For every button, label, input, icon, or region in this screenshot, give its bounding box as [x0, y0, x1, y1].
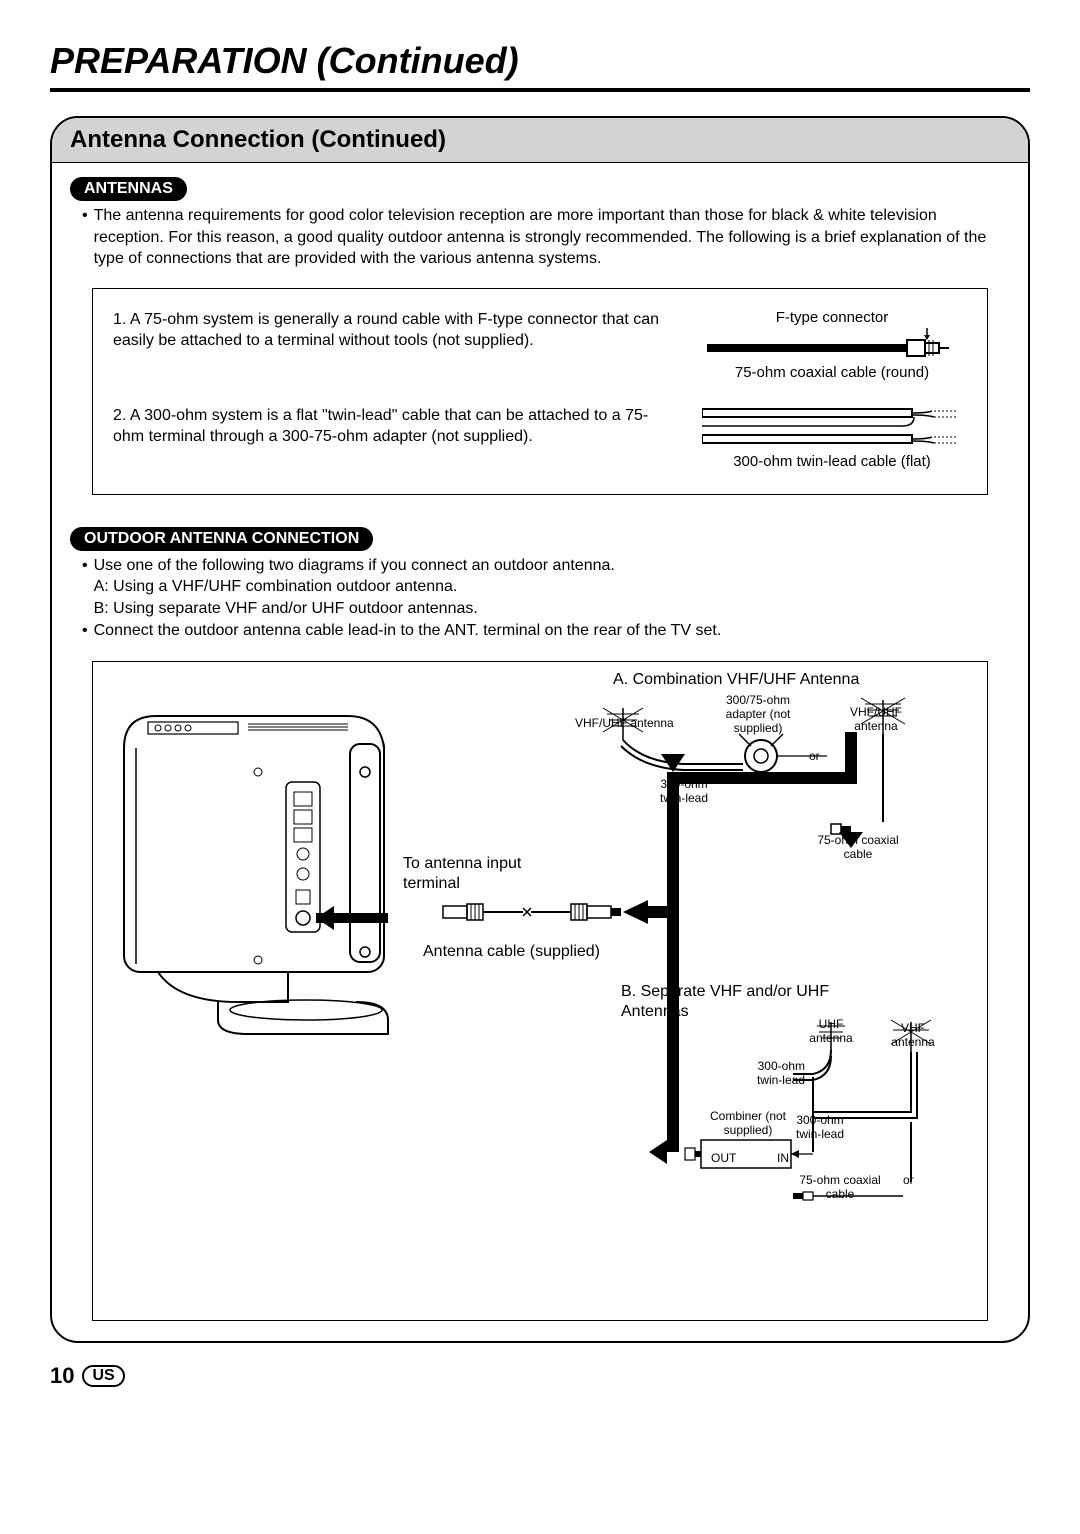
outdoor-b1-l1: Use one of the following two diagrams if…	[94, 557, 615, 574]
page-footer: 10 US	[50, 1363, 1030, 1389]
outdoor-bullet-2-text: Connect the outdoor antenna cable lead-i…	[94, 620, 722, 642]
bullet-icon: •	[82, 555, 88, 620]
section-header: Antenna Connection (Continued)	[52, 118, 1028, 163]
outdoor-pill: OUTDOOR ANTENNA CONNECTION	[70, 527, 373, 551]
cable-item-2: 2. A 300-ohm system is a flat "twin-lead…	[113, 405, 667, 448]
region-badge: US	[82, 1365, 124, 1387]
outdoor-bullet-1-text: Use one of the following two diagrams if…	[94, 555, 615, 620]
out-label: OUT	[711, 1152, 736, 1166]
or-label-b: or	[903, 1174, 914, 1188]
uhf-label: UHF antenna	[801, 1018, 861, 1046]
vhf-uhf-left-label: VHF/UHF antenna	[575, 717, 674, 731]
f-type-label: F-type connector	[697, 309, 967, 326]
outdoor-b1-l2: A: Using a VHF/UHF combination outdoor a…	[94, 578, 458, 595]
outdoor-b1-l3: B: Using separate VHF and/or UHF outdoor…	[94, 600, 478, 617]
connection-diagram: A. Combination VHF/UHF Antenna	[92, 661, 988, 1321]
section-b-wiring-icon	[453, 952, 973, 1252]
or-label-a: or	[809, 750, 820, 764]
tv-rear-icon	[118, 702, 418, 1042]
twin-lead-icon	[702, 405, 962, 449]
twin-lead-b1-label: 300-ohm twin-lead	[739, 1060, 805, 1088]
outdoor-bullet-1: • Use one of the following two diagrams …	[52, 555, 1028, 620]
adapter-label: 300/75-ohm adapter (not supplied)	[713, 694, 803, 735]
twin-lead-label: 300-ohm twin-lead cable (flat)	[697, 453, 967, 470]
vhf-uhf-right-label: VHF/UHF antenna	[841, 706, 911, 734]
outdoor-bullet-2: • Connect the outdoor antenna cable lead…	[52, 620, 1028, 642]
content-frame: Antenna Connection (Continued) ANTENNAS …	[50, 116, 1030, 1343]
page-number: 10	[50, 1363, 74, 1389]
combiner-label: Combiner (not supplied)	[705, 1110, 791, 1138]
cable-item-1: 1. A 75-ohm system is generally a round …	[113, 309, 667, 352]
vhf-label: VHF antenna	[883, 1022, 943, 1050]
cable-types-box: 1. A 75-ohm system is generally a round …	[92, 288, 988, 495]
coax-a-label: 75-ohm coaxial cable	[813, 834, 903, 862]
twin-lead-b2-label: 300-ohm twin-lead	[787, 1114, 853, 1142]
bullet-icon: •	[82, 620, 88, 642]
coax-label: 75-ohm coaxial cable (round)	[697, 364, 967, 381]
page-title: PREPARATION (Continued)	[50, 40, 1030, 92]
coax-b-label: 75-ohm coaxial cable	[797, 1174, 883, 1202]
twin-lead-diagram: 300-ohm twin-lead cable (flat)	[697, 405, 967, 470]
diagram-title-a: A. Combination VHF/UHF Antenna	[613, 670, 953, 690]
coax-cable-icon	[707, 326, 957, 360]
antennas-pill: ANTENNAS	[70, 177, 187, 201]
coax-cable-diagram: F-type connector 75-ohm coaxial cable (r…	[697, 309, 967, 381]
antennas-intro-text: The antenna requirements for good color …	[94, 205, 998, 270]
bullet-icon: •	[82, 205, 88, 270]
antennas-intro: • The antenna requirements for good colo…	[52, 205, 1028, 270]
twin-lead-a-label: 300-ohm twin-lead	[649, 778, 719, 806]
in-label: IN	[777, 1152, 789, 1166]
